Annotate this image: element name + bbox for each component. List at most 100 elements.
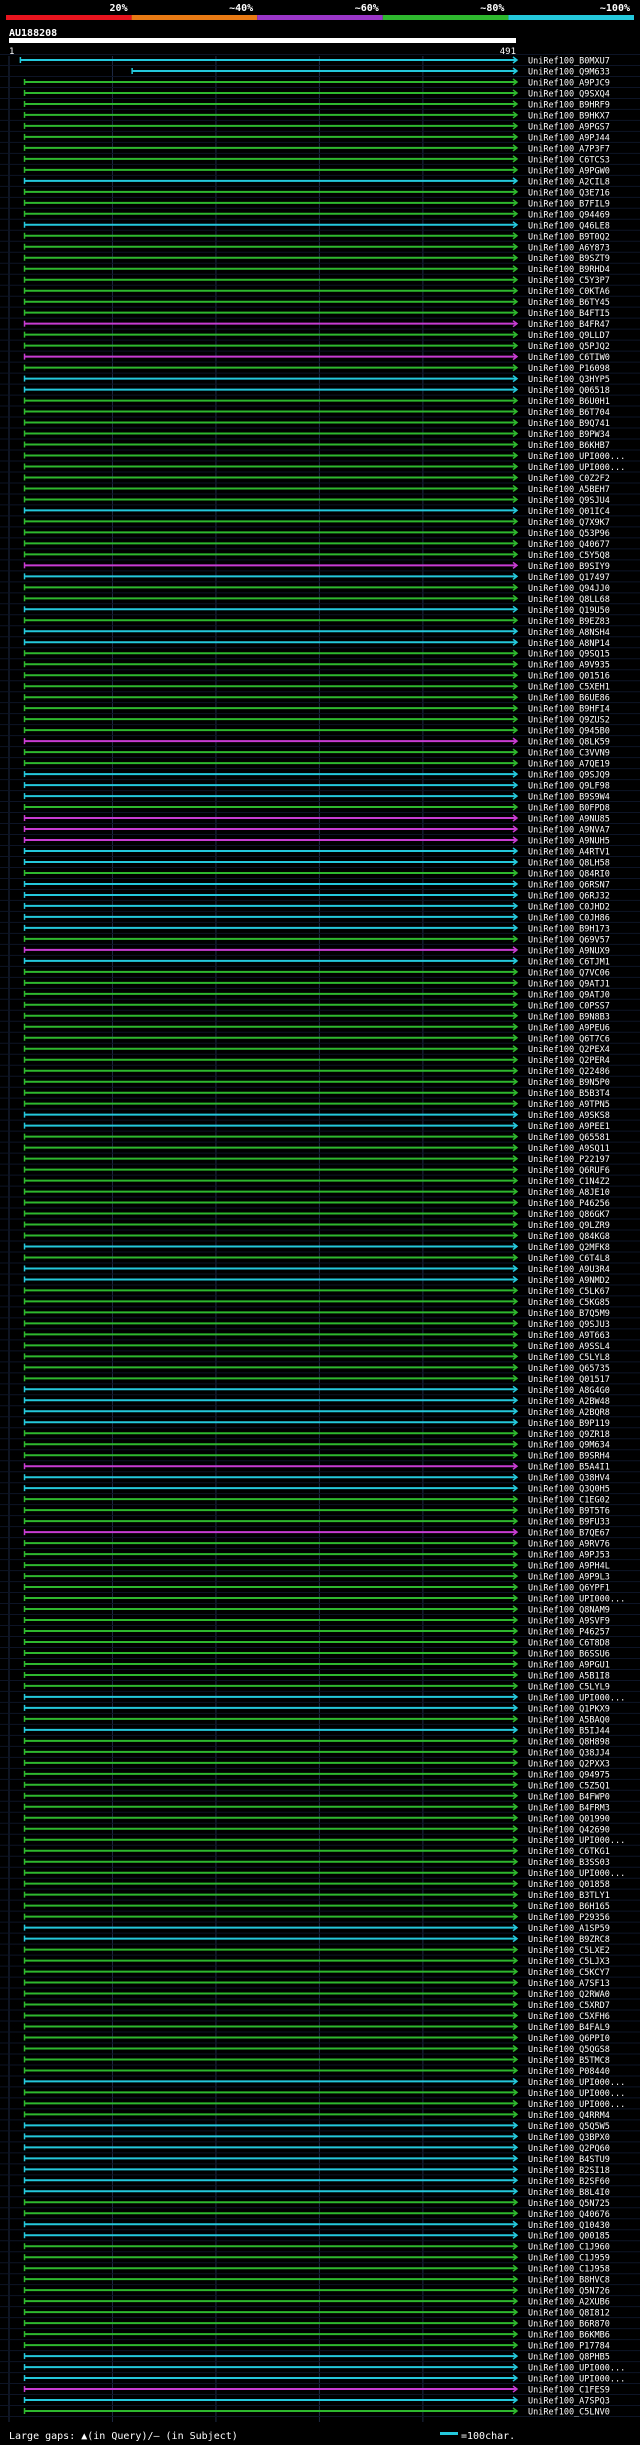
- hit-row[interactable]: UniRef100_A9P9L3: [23, 1572, 610, 1583]
- hit-label[interactable]: UniRef100_C6T4L8: [528, 1254, 610, 1264]
- hit-label[interactable]: UniRef100_Q9M633: [528, 67, 610, 77]
- hit-label[interactable]: UniRef100_A9TPN5: [528, 1100, 610, 1110]
- hit-row[interactable]: UniRef100_A9SQ11: [23, 1144, 610, 1154]
- hit-label[interactable]: UniRef100_A4RTV1: [528, 847, 610, 857]
- hit-row[interactable]: UniRef100_B6U0H1: [23, 396, 610, 407]
- hit-row[interactable]: UniRef100_A9TPN5: [23, 1100, 610, 1110]
- hit-label[interactable]: UniRef100_C6TIW0: [528, 353, 610, 363]
- hit-row[interactable]: UniRef100_P46257: [23, 1627, 610, 1638]
- hit-label[interactable]: UniRef100_A9PH4L: [528, 1562, 610, 1572]
- hit-label[interactable]: UniRef100_UPI000...: [528, 1595, 625, 1605]
- hit-row[interactable]: UniRef100_B2SF60: [23, 2176, 610, 2187]
- hit-row[interactable]: UniRef100_Q65581: [23, 1133, 610, 1143]
- hit-row[interactable]: UniRef100_Q7VC06: [23, 968, 610, 978]
- hit-row[interactable]: UniRef100_Q19U50: [23, 605, 610, 616]
- hit-row[interactable]: UniRef100_B9N5P0: [23, 1078, 610, 1088]
- hit-label[interactable]: UniRef100_B9HRF9: [528, 100, 610, 110]
- hit-label[interactable]: UniRef100_C0KTA6: [528, 287, 610, 297]
- hit-row[interactable]: UniRef100_A9SSL4: [23, 1341, 610, 1352]
- hit-row[interactable]: UniRef100_B6TY45: [23, 298, 610, 308]
- hit-row[interactable]: UniRef100_Q2PXX3: [23, 1759, 610, 1769]
- hit-label[interactable]: UniRef100_Q19U50: [528, 606, 610, 616]
- hit-label[interactable]: UniRef100_B4FR47: [528, 320, 610, 330]
- hit-row[interactable]: UniRef100_Q5QGS8: [23, 2044, 610, 2055]
- hit-row[interactable]: UniRef100_C1J958: [23, 2264, 610, 2275]
- hit-label[interactable]: UniRef100_B6T704: [528, 408, 610, 418]
- hit-label[interactable]: UniRef100_Q40677: [528, 540, 610, 550]
- hit-label[interactable]: UniRef100_Q3HYP5: [528, 375, 610, 385]
- hit-label[interactable]: UniRef100_P46257: [528, 1628, 610, 1638]
- hit-row[interactable]: UniRef100_Q42690: [23, 1825, 610, 1835]
- hit-row[interactable]: UniRef100_C6TCS3: [23, 155, 610, 165]
- hit-label[interactable]: UniRef100_P22197: [528, 1155, 610, 1165]
- hit-label[interactable]: UniRef100_A1SP59: [528, 1924, 610, 1934]
- hit-row[interactable]: UniRef100_B3SS03: [23, 1858, 610, 1868]
- hit-label[interactable]: UniRef100_B8HVC8: [528, 2276, 610, 2286]
- hit-label[interactable]: UniRef100_C5LK67: [528, 1287, 610, 1297]
- hit-label[interactable]: UniRef100_C6T8D8: [528, 1638, 610, 1648]
- hit-row[interactable]: UniRef100_Q38JJ4: [23, 1748, 610, 1758]
- hit-row[interactable]: UniRef100_Q40677: [23, 539, 610, 550]
- hit-row[interactable]: UniRef100_B9N8B3: [23, 1012, 610, 1022]
- hit-label[interactable]: UniRef100_C3VVN9: [528, 749, 610, 759]
- hit-label[interactable]: UniRef100_C5KCY7: [528, 1968, 610, 1978]
- hit-label[interactable]: UniRef100_Q9ZR18: [528, 1430, 610, 1440]
- hit-label[interactable]: UniRef100_B6KHB7: [528, 441, 610, 451]
- hit-row[interactable]: UniRef100_Q10430: [23, 2220, 610, 2231]
- hit-row[interactable]: UniRef100_A9NU85: [23, 814, 610, 825]
- hit-row[interactable]: UniRef100_B9ZRC8: [23, 1935, 610, 1945]
- hit-row[interactable]: UniRef100_C0KTA6: [23, 287, 610, 297]
- hit-row[interactable]: UniRef100_A6Y873: [23, 243, 610, 253]
- hit-row[interactable]: UniRef100_C5XFH6: [23, 2011, 610, 2022]
- hit-row[interactable]: UniRef100_A5BAQ0: [23, 1715, 610, 1725]
- hit-row[interactable]: UniRef100_Q9SJU3: [23, 1319, 610, 1330]
- hit-row[interactable]: UniRef100_Q6PPI0: [23, 2033, 610, 2044]
- hit-row[interactable]: UniRef100_Q2PQ60: [23, 2143, 610, 2154]
- hit-row[interactable]: UniRef100_B9HFI4: [23, 704, 610, 715]
- hit-label[interactable]: UniRef100_B9HFI4: [528, 705, 610, 715]
- hit-label[interactable]: UniRef100_A8JE10: [528, 1188, 610, 1198]
- hit-label[interactable]: UniRef100_A7SPQ3: [528, 2397, 610, 2407]
- hit-row[interactable]: UniRef100_B9S9W4: [23, 792, 610, 803]
- hit-row[interactable]: UniRef100_Q3HYP5: [23, 374, 610, 385]
- hit-label[interactable]: UniRef100_B3SS03: [528, 1858, 610, 1868]
- hit-label[interactable]: UniRef100_B5TMC8: [528, 2056, 610, 2066]
- hit-label[interactable]: UniRef100_Q17497: [528, 573, 610, 583]
- hit-label[interactable]: UniRef100_A2XUB6: [528, 2298, 610, 2308]
- hit-row[interactable]: UniRef100_B5A4I1: [23, 1462, 610, 1473]
- hit-label[interactable]: UniRef100_B6TY45: [528, 298, 610, 308]
- hit-label[interactable]: UniRef100_B0FPD8: [528, 804, 610, 814]
- hit-label[interactable]: UniRef100_Q94JJ0: [528, 584, 610, 594]
- hit-label[interactable]: UniRef100_Q5N725: [528, 2199, 610, 2209]
- hit-row[interactable]: UniRef100_B8L4I0: [23, 2187, 610, 2198]
- hit-label[interactable]: UniRef100_A6Y873: [528, 243, 610, 253]
- hit-label[interactable]: UniRef100_UPI000...: [528, 1869, 625, 1879]
- hit-row[interactable]: UniRef100_Q6RUF6: [23, 1165, 610, 1176]
- hit-row[interactable]: UniRef100_B0FPD8: [23, 803, 610, 814]
- hit-row[interactable]: UniRef100_P46256: [23, 1198, 610, 1209]
- hit-row[interactable]: UniRef100_C5LJX3: [23, 1956, 610, 1967]
- hit-label[interactable]: UniRef100_C1FES9: [528, 2386, 610, 2396]
- hit-row[interactable]: UniRef100_UPI000...: [23, 2099, 626, 2110]
- hit-row[interactable]: UniRef100_Q17497: [23, 572, 610, 583]
- hit-label[interactable]: UniRef100_C1J959: [528, 2254, 610, 2264]
- hit-row[interactable]: UniRef100_C5LXE2: [23, 1946, 610, 1956]
- hit-row[interactable]: UniRef100_B9SRH4: [23, 1451, 610, 1462]
- hit-label[interactable]: UniRef100_Q40676: [528, 2210, 610, 2220]
- hit-row[interactable]: UniRef100_C5LNV0: [23, 2407, 610, 2418]
- hit-label[interactable]: UniRef100_Q2PER4: [528, 1056, 610, 1066]
- hit-label[interactable]: UniRef100_Q53P96: [528, 529, 610, 539]
- hit-row[interactable]: UniRef100_A9PJ44: [23, 133, 610, 143]
- hit-row[interactable]: UniRef100_A9PGW0: [23, 166, 610, 176]
- hit-row[interactable]: UniRef100_Q86GK7: [23, 1209, 610, 1220]
- hit-label[interactable]: UniRef100_B7QE67: [528, 1529, 610, 1539]
- hit-row[interactable]: UniRef100_Q9SJU4: [23, 495, 610, 506]
- hit-label[interactable]: UniRef100_A9NUH5: [528, 837, 610, 847]
- hit-row[interactable]: UniRef100_B9SIY9: [23, 561, 610, 572]
- hit-label[interactable]: UniRef100_A9SKS8: [528, 1111, 610, 1121]
- hit-label[interactable]: UniRef100_P16098: [528, 364, 610, 374]
- hit-row[interactable]: UniRef100_P22197: [23, 1155, 610, 1165]
- hit-row[interactable]: UniRef100_A9NVA7: [23, 825, 610, 836]
- hit-label[interactable]: UniRef100_Q6PPI0: [528, 2034, 610, 2044]
- hit-label[interactable]: UniRef100_Q2RWA0: [528, 1990, 610, 2000]
